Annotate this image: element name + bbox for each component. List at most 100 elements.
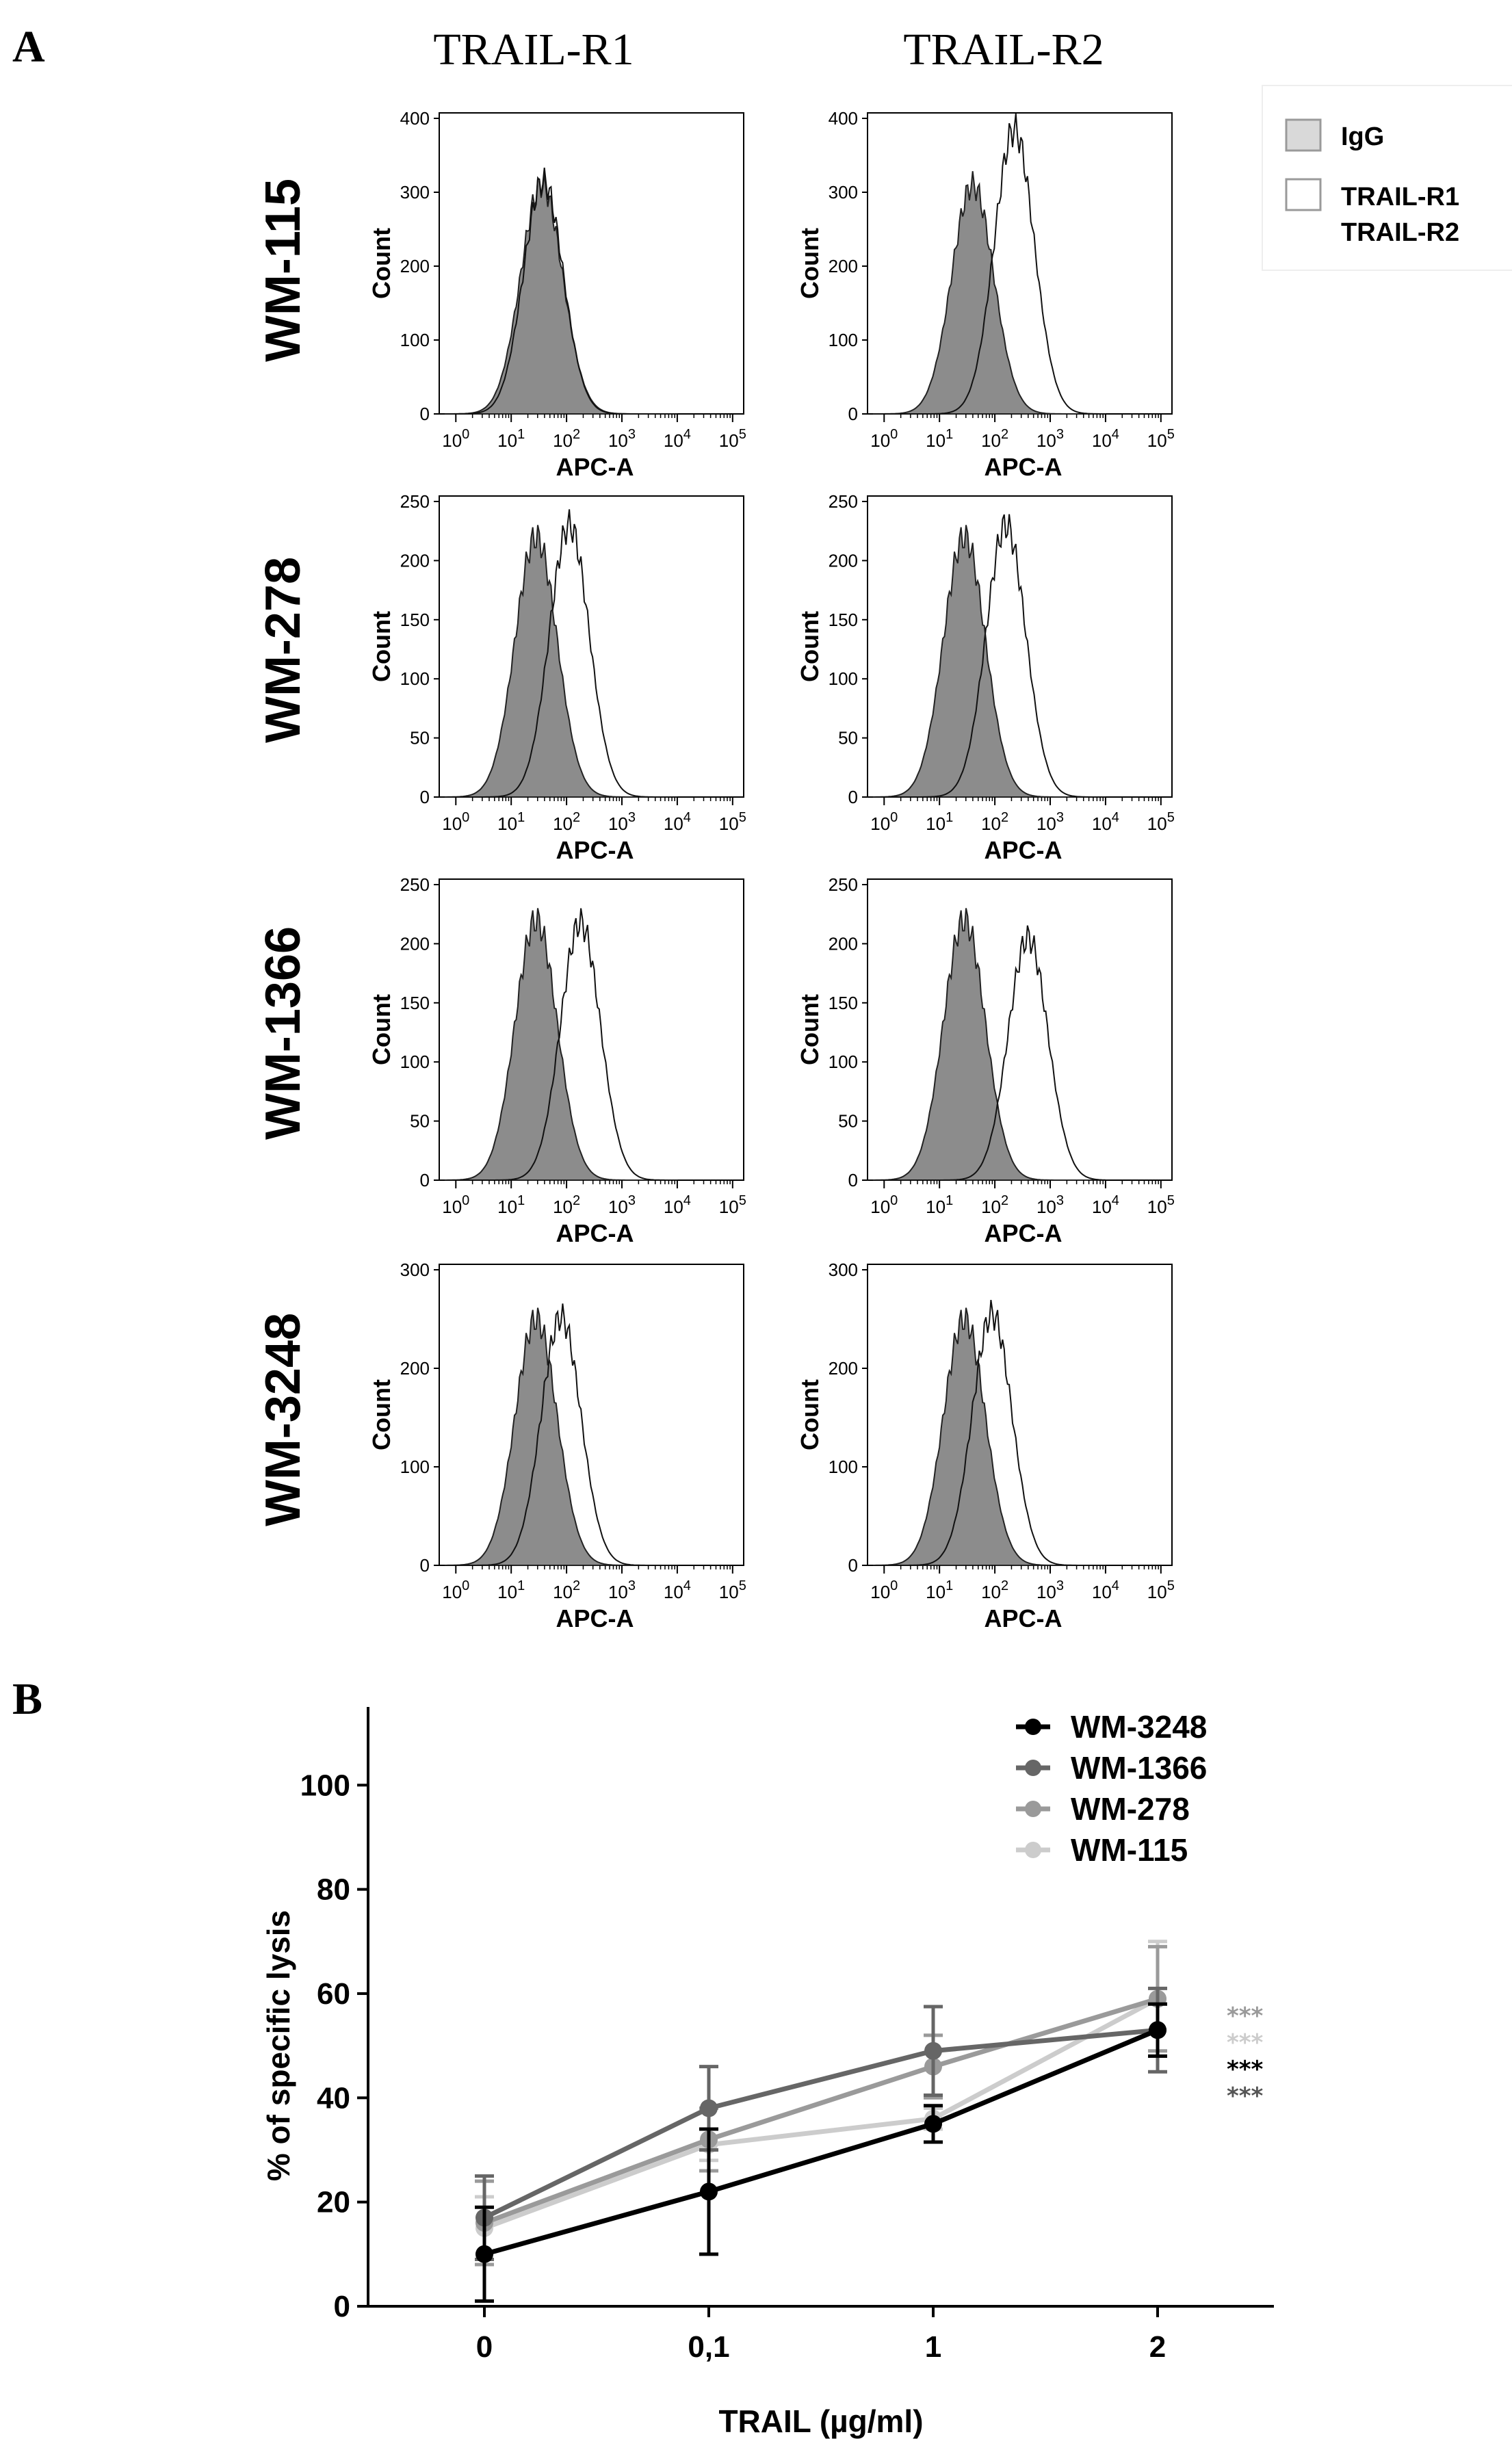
y-tick-label: 250 xyxy=(400,874,430,895)
b-x-tick-label: 2 xyxy=(1149,2330,1166,2364)
col-title-r1: TRAIL-R1 xyxy=(433,25,634,75)
legend-item-wm-278: WM-278 xyxy=(1016,1791,1190,1827)
y-tick-label: 200 xyxy=(829,1358,858,1379)
y-tick-label: 100 xyxy=(400,330,430,350)
series-line xyxy=(484,2028,1159,2257)
legend-receptor-swatch xyxy=(1285,178,1322,211)
y-tick-label: 0 xyxy=(420,1555,430,1576)
hist-frame xyxy=(867,495,1173,798)
y-tick-label: 400 xyxy=(400,108,430,129)
series-wm-115 xyxy=(475,1940,1167,2261)
legend-item-wm-115: WM-115 xyxy=(1016,1832,1188,1868)
y-tick-label: 250 xyxy=(829,491,858,512)
b-y-tick-label: 40 xyxy=(317,2081,350,2115)
legend-frame xyxy=(1262,85,1512,271)
x-tick-label: 104 xyxy=(1092,1193,1119,1217)
x-tick-label: 101 xyxy=(497,810,525,834)
x-tick-label: 103 xyxy=(1037,810,1064,834)
y-tick-label: 300 xyxy=(829,1260,858,1280)
x-axis-label: APC-A xyxy=(985,453,1063,481)
legend-label: WM-278 xyxy=(1071,1791,1190,1827)
igg-histogram xyxy=(873,171,1106,415)
y-tick-label: 400 xyxy=(829,108,858,129)
y-tick-label: 0 xyxy=(848,1170,858,1190)
col-title-r2: TRAIL-R2 xyxy=(903,25,1104,75)
y-tick-label: 0 xyxy=(848,1555,858,1576)
x-axis-label: APC-A xyxy=(556,1604,634,1632)
hist-frame xyxy=(439,878,744,1181)
y-tick-label: 250 xyxy=(829,874,858,895)
row-label-wm115: WM-115 xyxy=(256,179,311,362)
b-x-axis-label: TRAIL (µg/ml) xyxy=(718,2403,923,2439)
x-tick-label: 101 xyxy=(926,427,953,451)
x-tick-label: 103 xyxy=(608,1193,636,1217)
legend-label: WM-3248 xyxy=(1071,1709,1207,1745)
igg-histogram xyxy=(873,908,1106,1181)
x-tick-label: 105 xyxy=(1147,1578,1175,1602)
x-tick-label: 100 xyxy=(442,1193,469,1217)
x-tick-label: 100 xyxy=(442,1578,469,1602)
data-point xyxy=(475,2245,493,2263)
y-tick-label: 150 xyxy=(829,993,858,1013)
y-tick-label: 50 xyxy=(410,1111,430,1132)
x-tick-label: 104 xyxy=(664,1578,691,1602)
x-tick-label: 103 xyxy=(1037,1578,1064,1602)
y-axis-label: Count xyxy=(796,611,824,682)
hist-frame xyxy=(439,495,744,798)
y-tick-label: 200 xyxy=(400,550,430,571)
x-tick-label: 101 xyxy=(926,1193,953,1217)
x-axis-label: APC-A xyxy=(985,1219,1063,1247)
data-point xyxy=(1149,2021,1166,2039)
b-y-tick-label: 0 xyxy=(334,2290,350,2323)
y-tick-label: 100 xyxy=(829,330,858,350)
significance-marker: *** xyxy=(1227,2083,1264,2110)
legend-label: WM-115 xyxy=(1071,1832,1188,1868)
hist-frame xyxy=(867,112,1173,415)
x-tick-label: 102 xyxy=(981,1578,1008,1602)
x-tick-label: 102 xyxy=(553,1578,580,1602)
data-point xyxy=(924,2115,942,2133)
x-tick-label: 105 xyxy=(1147,427,1175,451)
x-tick-label: 102 xyxy=(553,427,580,451)
y-tick-label: 300 xyxy=(400,1260,430,1280)
b-x-tick-label: 0,1 xyxy=(688,2330,729,2364)
y-axis-label: Count xyxy=(367,228,395,299)
x-tick-label: 104 xyxy=(1092,810,1119,834)
b-y-tick-label: 60 xyxy=(317,1977,350,2011)
x-tick-label: 105 xyxy=(719,810,746,834)
legend-igg-label: IgG xyxy=(1341,122,1384,151)
panel-a-label: A xyxy=(12,22,45,72)
y-tick-label: 200 xyxy=(400,1358,430,1379)
y-axis-label: Count xyxy=(367,1379,395,1450)
data-point xyxy=(700,2182,718,2201)
x-tick-label: 102 xyxy=(981,1193,1008,1217)
igg-histogram xyxy=(445,908,677,1181)
y-tick-label: 50 xyxy=(838,728,858,748)
x-tick-label: 101 xyxy=(497,1193,525,1217)
panel-b-label: B xyxy=(12,1674,42,1724)
series-line xyxy=(483,2027,1158,2220)
x-tick-label: 101 xyxy=(497,1578,525,1602)
receptor-histogram xyxy=(445,908,677,1181)
receptor-histogram xyxy=(873,1299,1106,1566)
x-tick-label: 104 xyxy=(664,1193,691,1217)
y-tick-label: 100 xyxy=(829,668,858,689)
x-tick-label: 105 xyxy=(1147,1193,1175,1217)
b-x-tick-label: 0 xyxy=(476,2330,493,2364)
y-tick-label: 0 xyxy=(420,404,430,424)
legend-item-wm-1366: WM-1366 xyxy=(1016,1750,1207,1786)
y-tick-label: 50 xyxy=(410,728,430,748)
x-tick-label: 104 xyxy=(664,810,691,834)
x-tick-label: 103 xyxy=(608,427,636,451)
x-tick-label: 104 xyxy=(1092,427,1119,451)
x-axis-label: APC-A xyxy=(556,453,634,481)
legend-receptor-line2: TRAIL-R2 xyxy=(1341,218,1459,247)
x-tick-label: 105 xyxy=(719,427,746,451)
x-tick-label: 103 xyxy=(1037,1193,1064,1217)
legend-marker xyxy=(1025,1801,1041,1817)
x-axis-label: APC-A xyxy=(556,1219,634,1247)
y-tick-label: 0 xyxy=(848,787,858,807)
